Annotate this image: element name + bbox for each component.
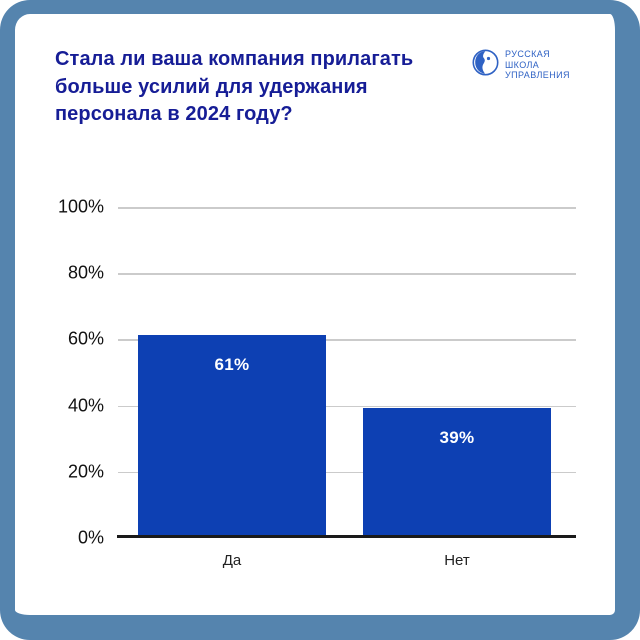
chart-title: Стала ли ваша компания прилагать больше … bbox=[55, 46, 465, 129]
x-axis-line bbox=[117, 535, 576, 538]
y-axis-tick-label: 20% bbox=[67, 461, 104, 482]
x-axis-category-label: Да bbox=[222, 552, 242, 569]
gridline-100% bbox=[118, 207, 576, 209]
brand-logo: РУССКАЯ ШКОЛА УПРАВЛЕНИЯ bbox=[472, 49, 570, 81]
gridline-60% bbox=[118, 339, 576, 341]
chart-bar: 39% bbox=[363, 407, 551, 535]
y-axis-tick-label: 80% bbox=[67, 262, 104, 283]
y-axis-tick-label: 0% bbox=[77, 527, 104, 548]
globe-icon bbox=[472, 49, 499, 81]
plot-area: 100% 80% 60% 40% 20% 0% 61% Да 39% Нет bbox=[58, 197, 576, 569]
brand-logo-line-3: УПРАВЛЕНИЯ bbox=[505, 70, 570, 81]
brand-logo-line-1: РУССКАЯ bbox=[505, 49, 551, 60]
y-axis-tick-label: 60% bbox=[67, 328, 104, 349]
gridline-20% bbox=[118, 471, 576, 474]
bar-value-label: 61% bbox=[214, 355, 250, 375]
y-axis-tick-label: 100% bbox=[57, 196, 104, 217]
gridline-80% bbox=[118, 273, 576, 275]
gridline-40% bbox=[118, 405, 576, 408]
brand-logo-line-2: ШКОЛА bbox=[505, 59, 540, 70]
chart-bar: 61% bbox=[138, 335, 326, 535]
x-axis-category-label: Нет bbox=[444, 552, 470, 569]
y-axis-tick-label: 40% bbox=[67, 395, 104, 416]
bar-value-label: 39% bbox=[439, 427, 475, 447]
chart-title-line-2: больше усилий для удержания bbox=[55, 75, 368, 98]
chart-title-line-3: персонала в 2024 году? bbox=[55, 103, 293, 125]
chart-title-line-1: Стала ли ваша компания прилагать bbox=[55, 48, 414, 70]
brand-logo-text: РУССКАЯ ШКОЛА УПРАВЛЕНИЯ bbox=[505, 49, 570, 81]
